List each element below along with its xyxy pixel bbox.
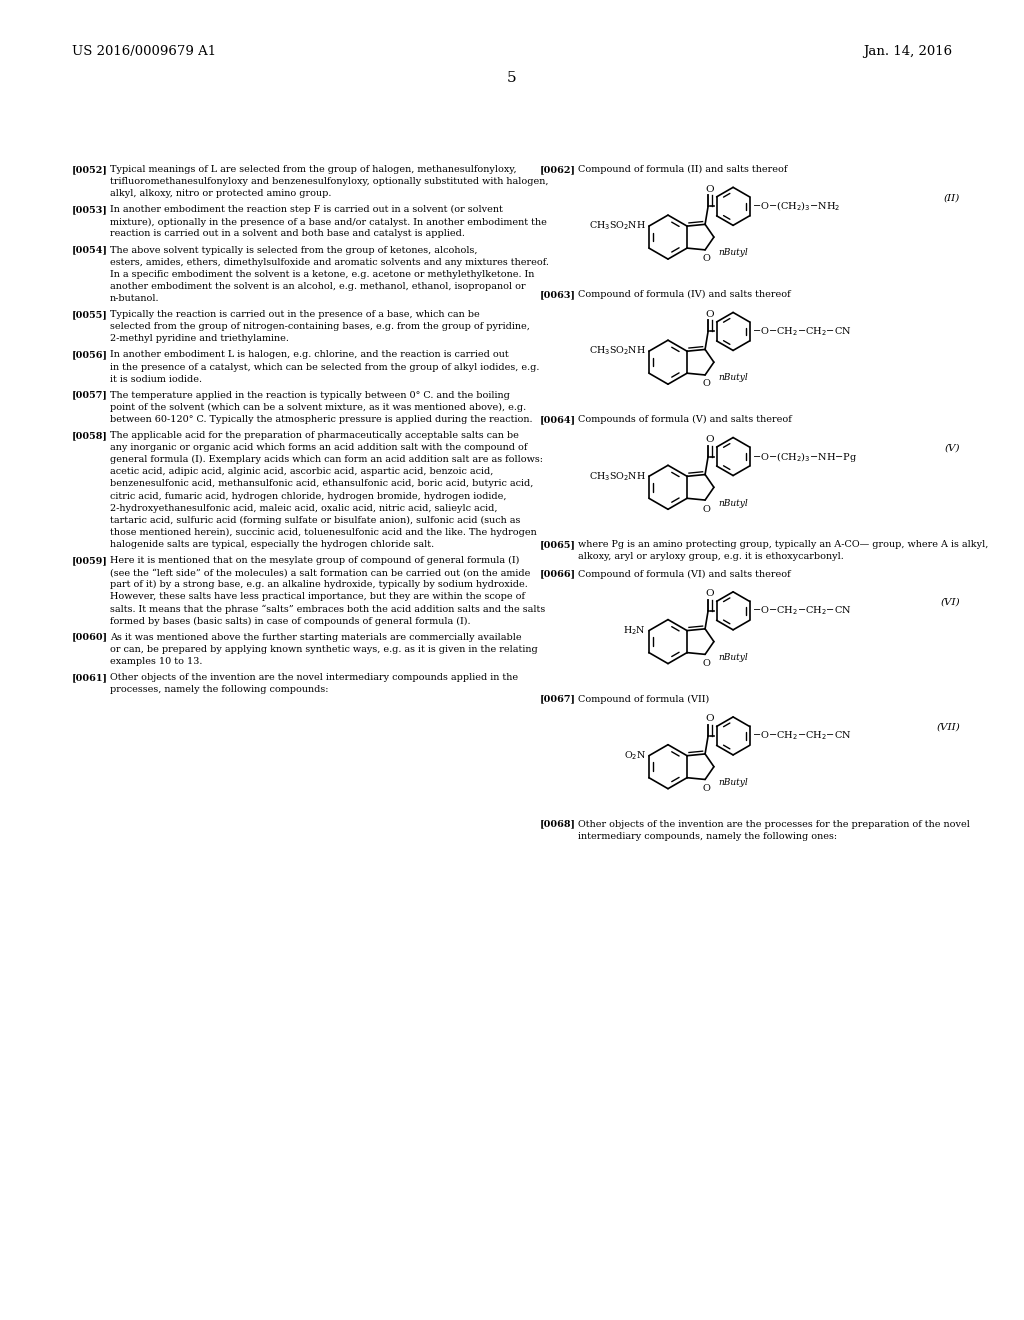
Text: (VI): (VI) — [940, 598, 961, 607]
Text: [0067]: [0067] — [540, 694, 575, 704]
Text: another embodiment the solvent is an alcohol, e.g. methanol, ethanol, isopropano: another embodiment the solvent is an alc… — [110, 282, 525, 290]
Text: Compound of formula (IV) and salts thereof: Compound of formula (IV) and salts there… — [578, 290, 791, 300]
Text: [0053]: [0053] — [72, 206, 108, 214]
Text: $-$O$-$CH$_2$$-$CH$_2$$-$CN: $-$O$-$CH$_2$$-$CH$_2$$-$CN — [752, 730, 852, 742]
Text: O: O — [706, 436, 714, 444]
Text: [0059]: [0059] — [72, 556, 108, 565]
Text: O: O — [706, 589, 714, 598]
Text: esters, amides, ethers, dimethylsulfoxide and aromatic solvents and any mixtures: esters, amides, ethers, dimethylsulfoxid… — [110, 257, 549, 267]
Text: Other objects of the invention are the processes for the preparation of the nove: Other objects of the invention are the p… — [578, 820, 970, 829]
Text: [0056]: [0056] — [72, 350, 108, 359]
Text: Compound of formula (VI) and salts thereof: Compound of formula (VI) and salts there… — [578, 569, 791, 578]
Text: The applicable acid for the preparation of pharmaceutically acceptable salts can: The applicable acid for the preparation … — [110, 432, 518, 440]
Text: trifluoromethanesulfonyloxy and benzenesulfonyloxy, optionally substituted with : trifluoromethanesulfonyloxy and benzenes… — [110, 177, 548, 186]
Text: tartaric acid, sulfuric acid (forming sulfate or bisulfate anion), sulfonic acid: tartaric acid, sulfuric acid (forming su… — [110, 516, 520, 525]
Text: [0065]: [0065] — [540, 540, 575, 549]
Text: Typically the reaction is carried out in the presence of a base, which can be: Typically the reaction is carried out in… — [110, 310, 479, 319]
Text: O: O — [702, 784, 710, 793]
Text: CH$_3$SO$_2$NH: CH$_3$SO$_2$NH — [589, 220, 646, 232]
Text: O: O — [702, 659, 710, 668]
Text: In a specific embodiment the solvent is a ketone, e.g. acetone or methylethylket: In a specific embodiment the solvent is … — [110, 269, 535, 279]
Text: examples 10 to 13.: examples 10 to 13. — [110, 657, 202, 665]
Text: nButyl: nButyl — [718, 777, 748, 787]
Text: $-$O$-$CH$_2$$-$CH$_2$$-$CN: $-$O$-$CH$_2$$-$CH$_2$$-$CN — [752, 325, 852, 338]
Text: any inorganic or organic acid which forms an acid addition salt with the compoun: any inorganic or organic acid which form… — [110, 444, 527, 453]
Text: O$_2$N: O$_2$N — [624, 750, 646, 762]
Text: acetic acid, adipic acid, alginic acid, ascorbic acid, aspartic acid, benzoic ac: acetic acid, adipic acid, alginic acid, … — [110, 467, 494, 477]
Text: Jan. 14, 2016: Jan. 14, 2016 — [863, 45, 952, 58]
Text: Compounds of formula (V) and salts thereof: Compounds of formula (V) and salts there… — [578, 416, 792, 424]
Text: 2-hydroxyethanesulfonic acid, maleic acid, oxalic acid, nitric acid, salieylc ac: 2-hydroxyethanesulfonic acid, maleic aci… — [110, 504, 498, 512]
Text: CH$_3$SO$_2$NH: CH$_3$SO$_2$NH — [589, 470, 646, 483]
Text: $-$O$-$(CH$_2$)$_3$$-$NH$-$Pg: $-$O$-$(CH$_2$)$_3$$-$NH$-$Pg — [752, 450, 857, 463]
Text: or can, be prepared by applying known synthetic ways, e.g. as it is given in the: or can, be prepared by applying known sy… — [110, 644, 538, 653]
Text: O: O — [702, 504, 710, 513]
Text: between 60-120° C. Typically the atmospheric pressure is applied during the reac: between 60-120° C. Typically the atmosph… — [110, 414, 532, 424]
Text: [0061]: [0061] — [72, 673, 108, 682]
Text: The temperature applied in the reaction is typically between 0° C. and the boili: The temperature applied in the reaction … — [110, 391, 510, 400]
Text: In another embodiment L is halogen, e.g. chlorine, and the reaction is carried o: In another embodiment L is halogen, e.g.… — [110, 350, 509, 359]
Text: 2-methyl pyridine and triethylamine.: 2-methyl pyridine and triethylamine. — [110, 334, 289, 343]
Text: intermediary compounds, namely the following ones:: intermediary compounds, namely the follo… — [578, 832, 837, 841]
Text: Compound of formula (VII): Compound of formula (VII) — [578, 694, 709, 704]
Text: nButyl: nButyl — [718, 499, 748, 508]
Text: [0055]: [0055] — [72, 310, 108, 319]
Text: In another embodiment the reaction step F is carried out in a solvent (or solven: In another embodiment the reaction step … — [110, 206, 503, 214]
Text: alkoxy, aryl or aryloxy group, e.g. it is ethoxycarbonyl.: alkoxy, aryl or aryloxy group, e.g. it i… — [578, 552, 844, 561]
Text: [0057]: [0057] — [72, 391, 108, 400]
Text: However, these salts have less practical importance, but they are within the sco: However, these salts have less practical… — [110, 593, 524, 602]
Text: general formula (I). Exemplary acids which can form an acid addition salt are as: general formula (I). Exemplary acids whi… — [110, 455, 543, 465]
Text: (see the “left side” of the molecules) a salt formation can be carried out (on t: (see the “left side” of the molecules) a… — [110, 568, 530, 577]
Text: (V): (V) — [944, 444, 961, 453]
Text: nButyl: nButyl — [718, 374, 748, 383]
Text: H$_2$N: H$_2$N — [624, 624, 646, 636]
Text: mixture), optionally in the presence of a base and/or catalyst. In another embod: mixture), optionally in the presence of … — [110, 218, 547, 227]
Text: Other objects of the invention are the novel intermediary compounds applied in t: Other objects of the invention are the n… — [110, 673, 518, 682]
Text: O: O — [706, 310, 714, 319]
Text: O: O — [706, 185, 714, 194]
Text: salts. It means that the phrase “salts” embraces both the acid addition salts an: salts. It means that the phrase “salts” … — [110, 605, 545, 614]
Text: in the presence of a catalyst, which can be selected from the group of alkyl iod: in the presence of a catalyst, which can… — [110, 363, 539, 371]
Text: reaction is carried out in a solvent and both base and catalyst is applied.: reaction is carried out in a solvent and… — [110, 230, 465, 239]
Text: Here it is mentioned that on the mesylate group of compound of general formula (: Here it is mentioned that on the mesylat… — [110, 556, 519, 565]
Text: where Pg is an amino protecting group, typically an A-CO— group, where A is alky: where Pg is an amino protecting group, t… — [578, 540, 988, 549]
Text: [0064]: [0064] — [540, 416, 577, 424]
Text: (VII): (VII) — [936, 723, 961, 731]
Text: n-butanol.: n-butanol. — [110, 294, 160, 304]
Text: citric acid, fumaric acid, hydrogen chloride, hydrogen bromide, hydrogen iodide,: citric acid, fumaric acid, hydrogen chlo… — [110, 491, 506, 500]
Text: [0052]: [0052] — [72, 165, 108, 174]
Text: O: O — [706, 714, 714, 723]
Text: it is sodium iodide.: it is sodium iodide. — [110, 375, 202, 384]
Text: O: O — [702, 255, 710, 264]
Text: nButyl: nButyl — [718, 248, 748, 257]
Text: [0054]: [0054] — [72, 246, 108, 255]
Text: those mentioned herein), succinic acid, toluenesulfonic acid and the like. The h: those mentioned herein), succinic acid, … — [110, 528, 537, 537]
Text: [0058]: [0058] — [72, 432, 108, 440]
Text: (II): (II) — [944, 193, 961, 202]
Text: alkyl, alkoxy, nitro or protected amino group.: alkyl, alkoxy, nitro or protected amino … — [110, 189, 331, 198]
Text: $-$O$-$(CH$_2$)$_3$$-$NH$_2$: $-$O$-$(CH$_2$)$_3$$-$NH$_2$ — [752, 199, 841, 213]
Text: Compound of formula (II) and salts thereof: Compound of formula (II) and salts there… — [578, 165, 787, 174]
Text: [0060]: [0060] — [72, 632, 109, 642]
Text: nButyl: nButyl — [718, 653, 748, 661]
Text: [0068]: [0068] — [540, 820, 575, 829]
Text: [0066]: [0066] — [540, 569, 577, 578]
Text: As it was mentioned above the further starting materials are commercially availa: As it was mentioned above the further st… — [110, 632, 521, 642]
Text: [0063]: [0063] — [540, 290, 575, 300]
Text: The above solvent typically is selected from the group of ketones, alcohols,: The above solvent typically is selected … — [110, 246, 477, 255]
Text: part of it) by a strong base, e.g. an alkaline hydroxide, typically by sodium hy: part of it) by a strong base, e.g. an al… — [110, 581, 527, 589]
Text: Typical meanings of L are selected from the group of halogen, methanesulfonyloxy: Typical meanings of L are selected from … — [110, 165, 516, 174]
Text: processes, namely the following compounds:: processes, namely the following compound… — [110, 685, 329, 694]
Text: halogenide salts are typical, especially the hydrogen chloride salt.: halogenide salts are typical, especially… — [110, 540, 434, 549]
Text: benzenesulfonic acid, methansulfonic acid, ethansulfonic acid, boric acid, butyr: benzenesulfonic acid, methansulfonic aci… — [110, 479, 534, 488]
Text: US 2016/0009679 A1: US 2016/0009679 A1 — [72, 45, 216, 58]
Text: 5: 5 — [507, 71, 517, 84]
Text: O: O — [702, 379, 710, 388]
Text: selected from the group of nitrogen-containing bases, e.g. from the group of pyr: selected from the group of nitrogen-cont… — [110, 322, 529, 331]
Text: point of the solvent (which can be a solvent mixture, as it was mentioned above): point of the solvent (which can be a sol… — [110, 403, 526, 412]
Text: [0062]: [0062] — [540, 165, 575, 174]
Text: $-$O$-$CH$_2$$-$CH$_2$$-$CN: $-$O$-$CH$_2$$-$CH$_2$$-$CN — [752, 605, 852, 618]
Text: CH$_3$SO$_2$NH: CH$_3$SO$_2$NH — [589, 345, 646, 358]
Text: formed by bases (basic salts) in case of compounds of general formula (I).: formed by bases (basic salts) in case of… — [110, 616, 470, 626]
